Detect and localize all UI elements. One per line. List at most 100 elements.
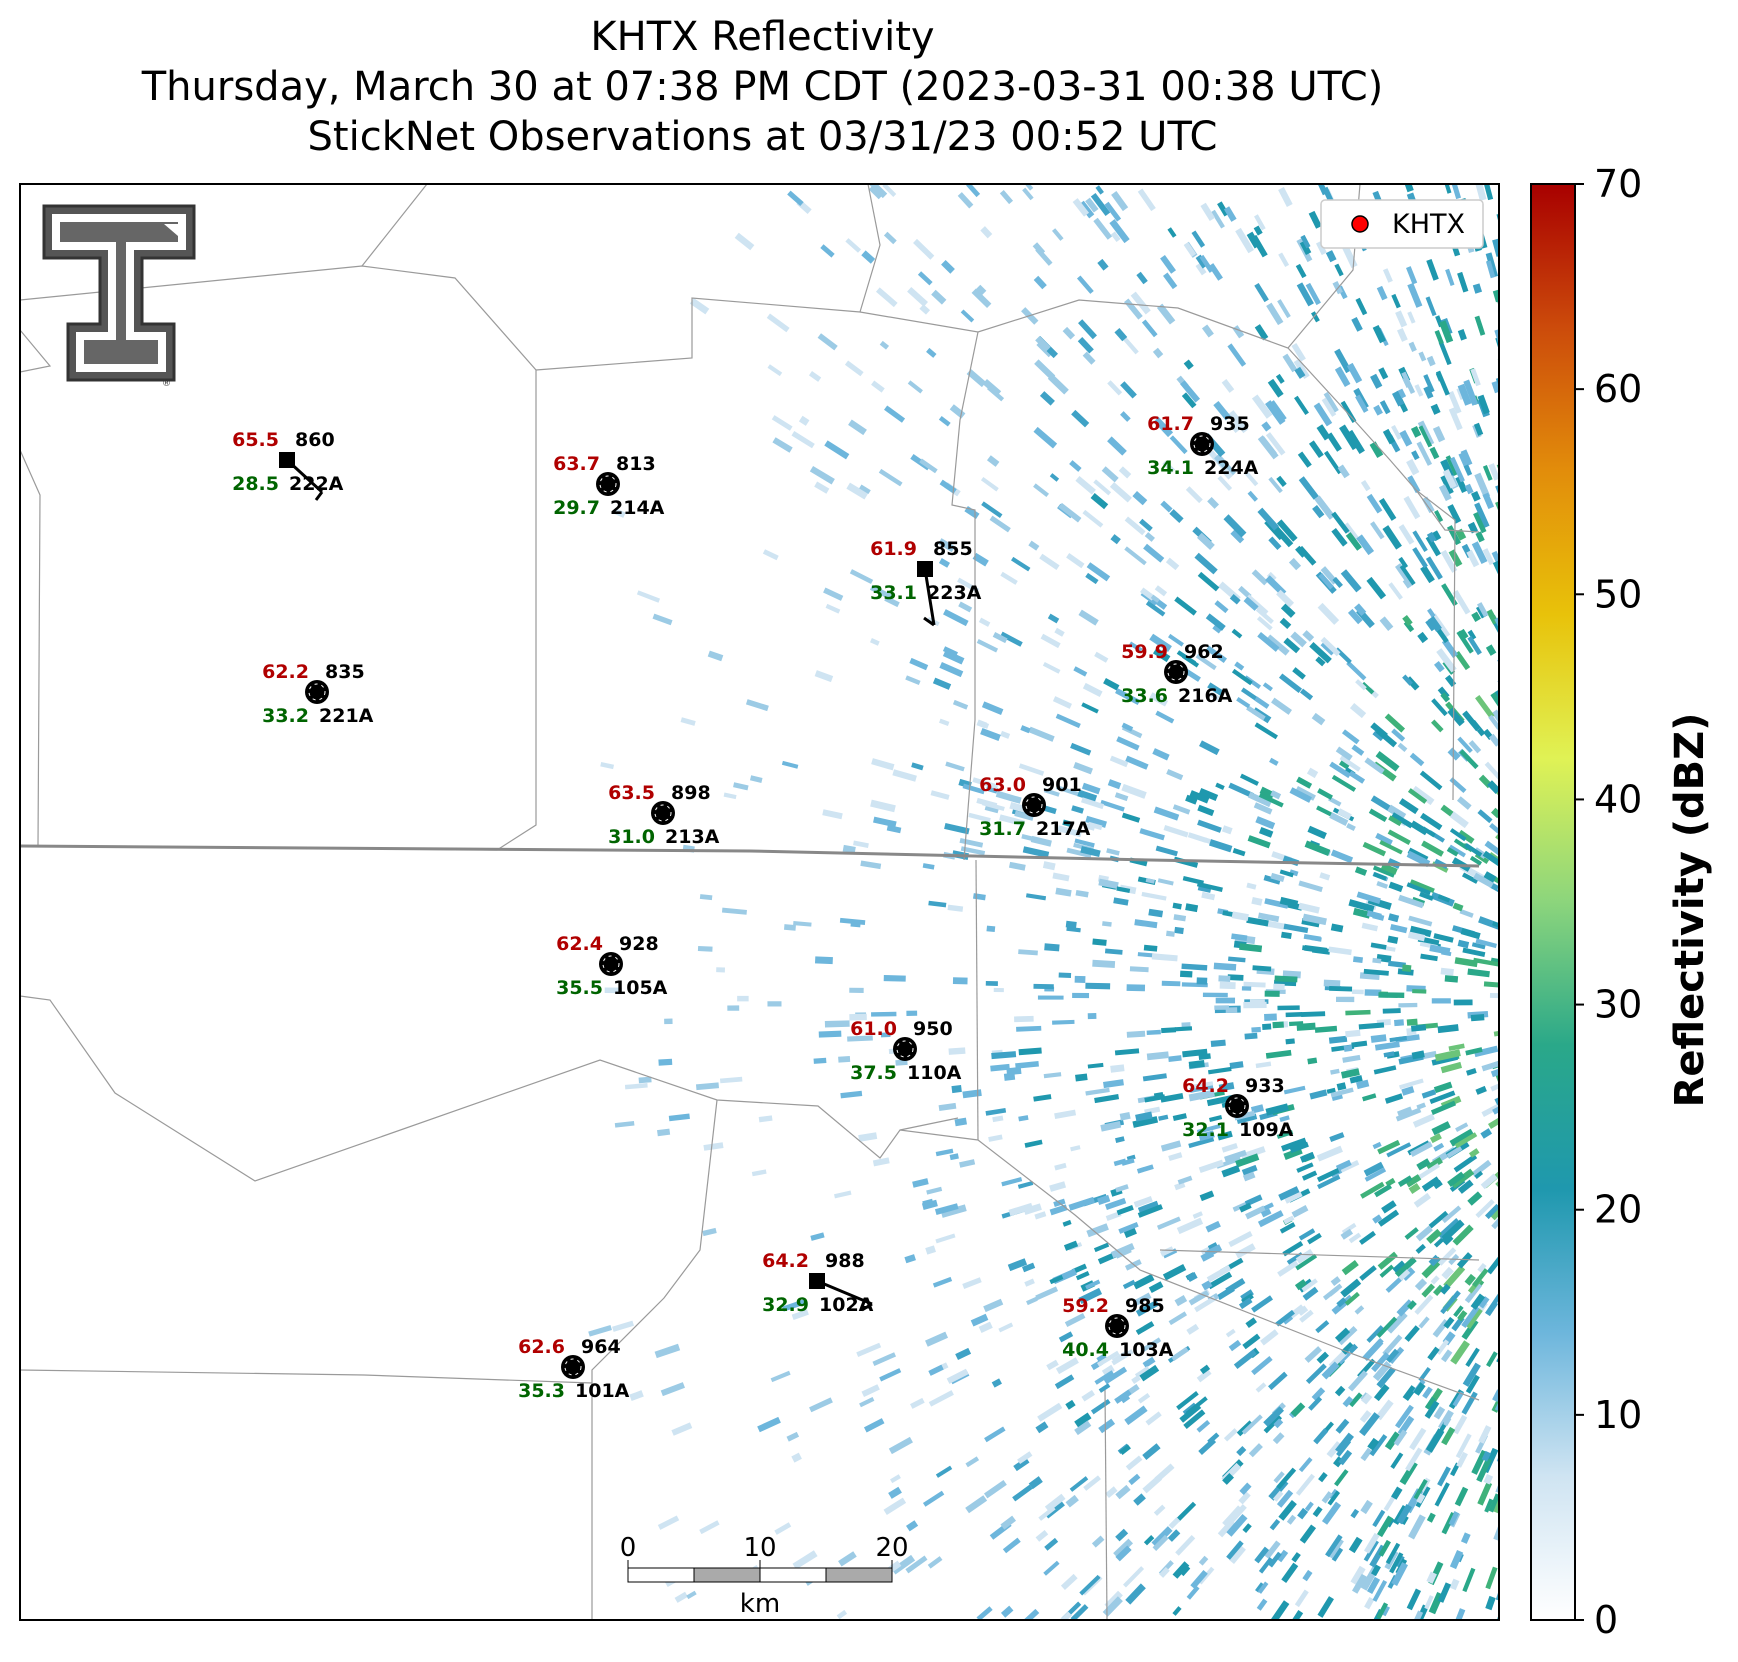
station-105A[interactable]: 62.4 928 35.5 105A bbox=[556, 933, 668, 999]
station-pressure: 988 bbox=[825, 1250, 865, 1272]
colorbar: 0 10 20 30 40 50 60 70 bbox=[1530, 162, 1642, 1642]
svg-text:®: ® bbox=[162, 379, 171, 389]
station-pressure: 855 bbox=[933, 538, 973, 560]
station-pressure: 962 bbox=[1184, 641, 1224, 663]
station-dewpoint: 35.3 bbox=[518, 1380, 565, 1402]
title-line-2: Thursday, March 30 at 07:38 PM CDT (2023… bbox=[141, 64, 1384, 110]
station-222A[interactable]: 65.5 860 28.5 222A bbox=[232, 429, 344, 501]
scale-unit: km bbox=[740, 1589, 780, 1619]
station-temperature: 59.2 bbox=[1062, 1295, 1109, 1317]
colorbar-tick-label: 60 bbox=[1594, 367, 1642, 411]
station-id: 101A bbox=[575, 1380, 630, 1402]
colorbar-tick-label: 70 bbox=[1594, 162, 1642, 206]
station-temperature: 64.2 bbox=[762, 1250, 809, 1272]
colorbar-tick-label: 50 bbox=[1594, 572, 1642, 616]
wind-barb-icon bbox=[816, 1279, 873, 1306]
title-line-1: KHTX Reflectivity bbox=[590, 14, 935, 60]
station-id: 214A bbox=[610, 497, 665, 519]
texas-tech-logo-icon: ® bbox=[42, 204, 196, 389]
station-temperature: 63.7 bbox=[553, 453, 600, 475]
station-dewpoint: 35.5 bbox=[556, 977, 603, 999]
station-temperature: 61.0 bbox=[850, 1018, 897, 1040]
station-id: 102A bbox=[819, 1294, 874, 1316]
station-109A[interactable]: 64.2 933 32.1 109A bbox=[1182, 1075, 1294, 1141]
station-pressure: 935 bbox=[1210, 413, 1250, 435]
colorbar-tick-label: 10 bbox=[1594, 1393, 1642, 1437]
station-id: 105A bbox=[613, 977, 668, 999]
station-dewpoint: 28.5 bbox=[232, 473, 279, 495]
station-dewpoint: 34.1 bbox=[1147, 457, 1194, 479]
colorbar-tick-label: 30 bbox=[1594, 983, 1642, 1027]
station-dewpoint: 37.5 bbox=[850, 1062, 897, 1084]
station-dewpoint: 31.7 bbox=[979, 818, 1026, 840]
station-103A[interactable]: 59.2 985 40.4 103A bbox=[1062, 1295, 1174, 1361]
legend-label: KHTX bbox=[1392, 209, 1465, 240]
map-frame bbox=[19, 183, 1500, 1621]
station-217A[interactable]: 63.0 901 31.7 217A bbox=[979, 774, 1091, 840]
station-id: 213A bbox=[665, 826, 720, 848]
station-temperature: 61.7 bbox=[1147, 413, 1194, 435]
station-temperature: 64.2 bbox=[1182, 1075, 1229, 1097]
station-id: 109A bbox=[1239, 1119, 1294, 1141]
station-pressure: 860 bbox=[295, 429, 335, 451]
station-temperature: 59.9 bbox=[1121, 641, 1168, 663]
station-id: 222A bbox=[289, 473, 344, 495]
scale-label-0: 0 bbox=[620, 1533, 637, 1563]
station-temperature: 63.0 bbox=[979, 774, 1026, 796]
station-pressure: 928 bbox=[619, 933, 659, 955]
station-110A[interactable]: 61.0 950 37.5 110A bbox=[850, 1018, 962, 1084]
station-id: 223A bbox=[927, 582, 982, 604]
station-pressure: 950 bbox=[913, 1018, 953, 1040]
scale-label-2: 20 bbox=[875, 1533, 908, 1563]
station-id: 110A bbox=[907, 1062, 962, 1084]
station-temperature: 62.6 bbox=[518, 1336, 565, 1358]
station-pressure: 985 bbox=[1125, 1295, 1165, 1317]
state-boundary bbox=[20, 844, 1480, 868]
station-dewpoint: 32.1 bbox=[1182, 1119, 1229, 1141]
colorbar-tick-label: 40 bbox=[1594, 777, 1642, 821]
station-dewpoint: 33.6 bbox=[1121, 685, 1168, 707]
station-pressure: 835 bbox=[325, 661, 365, 683]
stations-layer: 65.5 860 28.5 222A 63.7 813 29.7 214A 61.7 935 34.… bbox=[232, 413, 1294, 1402]
colorbar-tick-label: 20 bbox=[1594, 1188, 1642, 1232]
reflectivity-layer bbox=[588, 184, 1499, 1620]
station-pressure: 901 bbox=[1042, 774, 1082, 796]
colorbar-title: Reflectivity (dBZ) bbox=[1667, 712, 1713, 1108]
station-dewpoint: 29.7 bbox=[553, 497, 600, 519]
station-dewpoint: 33.2 bbox=[262, 705, 309, 727]
colorbar-gradient bbox=[1530, 183, 1576, 1621]
station-id: 221A bbox=[319, 705, 374, 727]
station-temperature: 62.4 bbox=[556, 933, 603, 955]
legend: KHTX bbox=[1320, 199, 1484, 249]
station-214A[interactable]: 63.7 813 29.7 214A bbox=[553, 453, 665, 519]
station-224A[interactable]: 61.7 935 34.1 224A bbox=[1147, 413, 1259, 479]
wind-barb-icon bbox=[923, 568, 936, 626]
station-223A[interactable]: 61.9 855 33.1 223A bbox=[870, 538, 982, 627]
station-dewpoint: 40.4 bbox=[1062, 1339, 1109, 1361]
colorbar-tick-label: 0 bbox=[1594, 1598, 1618, 1642]
scale-label-1: 10 bbox=[743, 1533, 776, 1563]
station-213A[interactable]: 63.5 898 31.0 213A bbox=[608, 782, 720, 848]
station-temperature: 65.5 bbox=[232, 429, 279, 451]
station-pressure: 933 bbox=[1245, 1075, 1285, 1097]
station-id: 217A bbox=[1036, 818, 1091, 840]
station-pressure: 813 bbox=[616, 453, 656, 475]
station-temperature: 62.2 bbox=[262, 661, 309, 683]
station-102A[interactable]: 64.2 988 32.9 102A bbox=[762, 1250, 874, 1316]
station-temperature: 63.5 bbox=[608, 782, 655, 804]
station-id: 224A bbox=[1204, 457, 1259, 479]
scale-bar: 0 10 20 km bbox=[620, 1533, 909, 1619]
legend-marker-icon bbox=[1351, 215, 1369, 233]
station-id: 103A bbox=[1119, 1339, 1174, 1361]
title-line-3: StickNet Observations at 03/31/23 00:52 … bbox=[307, 114, 1218, 160]
station-216A[interactable]: 59.9 962 33.6 216A bbox=[1121, 641, 1233, 707]
station-101A[interactable]: 62.6 964 35.3 101A bbox=[518, 1336, 630, 1402]
station-dewpoint: 32.9 bbox=[762, 1294, 809, 1316]
station-id: 216A bbox=[1178, 685, 1233, 707]
wind-barb-icon bbox=[285, 458, 324, 494]
station-pressure: 964 bbox=[581, 1336, 621, 1358]
colorbar-ticks: 0 10 20 30 40 50 60 70 bbox=[1575, 162, 1642, 1642]
station-pressure: 898 bbox=[671, 782, 711, 804]
station-221A[interactable]: 62.2 835 33.2 221A bbox=[262, 661, 374, 727]
